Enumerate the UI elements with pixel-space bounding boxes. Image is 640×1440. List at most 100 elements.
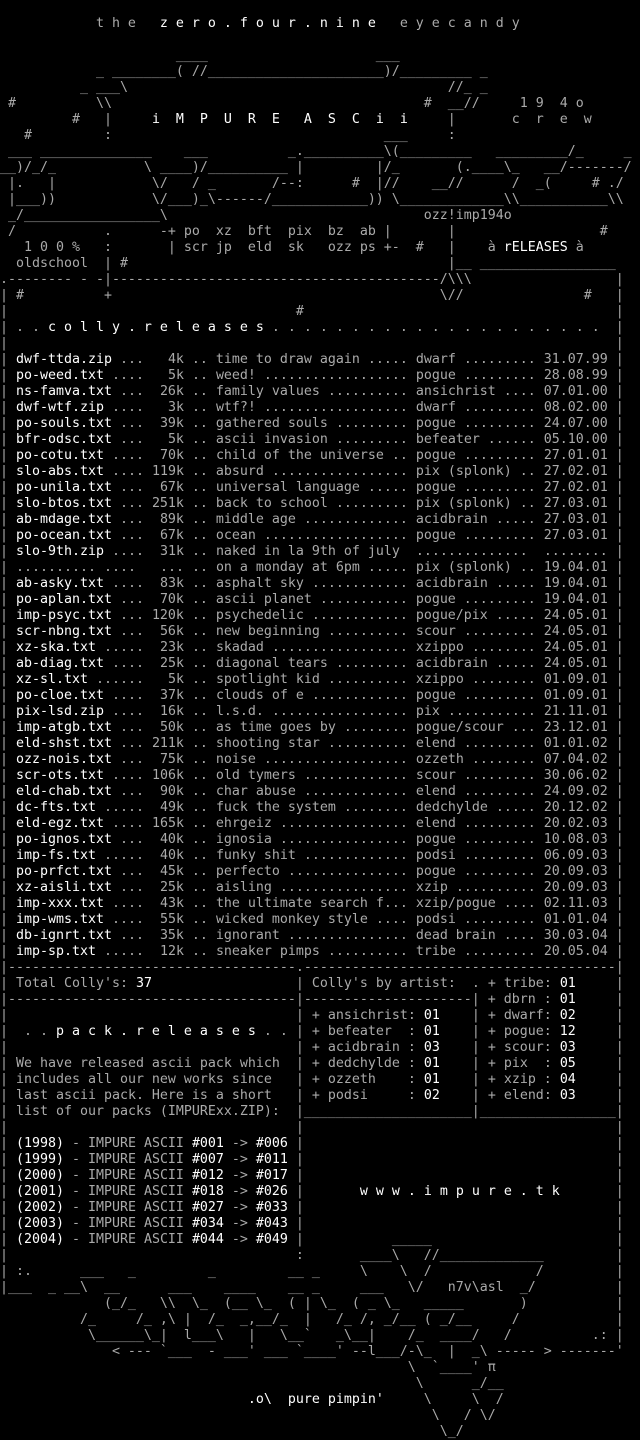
ascii-decoration: | [295, 1072, 312, 1087]
arrow: -> [231, 1232, 248, 1247]
ascii-decoration: .. [183, 720, 216, 735]
ascii-decoration: ..... [359, 352, 408, 367]
release-artist: xzippo [415, 672, 464, 687]
release-artist: podsi [415, 912, 456, 927]
ascii-decoration: ... [111, 384, 144, 399]
release-artist: acidbrain [415, 576, 488, 591]
release-artist: pix (splonk) [415, 464, 512, 479]
ascii-decoration: .......... [319, 672, 408, 687]
release-row: | pix-lsd.zip .... 16k .. l.s.d. .......… [0, 704, 640, 720]
release-size: 3k [167, 400, 184, 415]
pack-releases-heading: p a c k . r e l e a s e s [55, 1024, 256, 1039]
release-size: 70k [159, 592, 184, 607]
summary-line: | We have released ascii pack which | + … [0, 1056, 640, 1072]
ascii-decoration: ... [111, 480, 144, 495]
release-title: the ultimate search f... [215, 896, 408, 911]
pack-list-item: | (2002) - IMPURE ASCII #027 -> #033 | | [0, 1200, 640, 1216]
release-row: | slo-9th.zip .... 31k .. naked in la 9t… [0, 544, 640, 560]
release-file: pix-lsd.zip [16, 704, 104, 719]
ascii-decoration [536, 832, 544, 847]
footer-art-line: (_/_ \\ \_ (__ \_ ( | \_ ( _ \_ _____ ) … [0, 1296, 640, 1312]
ascii-decoration: .......... .... [16, 560, 136, 575]
ascii-decoration [536, 880, 544, 895]
release-file: po-unila.txt [16, 480, 112, 495]
pack-year: (2004) [16, 1232, 64, 1247]
release-file: dwf-wtf.zip [16, 400, 104, 415]
ascii-decoration [408, 608, 416, 623]
ascii-decoration: | [615, 1072, 624, 1087]
ascii-decoration [224, 1232, 232, 1247]
ascii-decoration [144, 896, 160, 911]
release-file: ab-mdage.txt [16, 512, 112, 527]
ascii-decoration: | [607, 624, 624, 639]
artist-name: acidbrain [327, 1040, 400, 1055]
art-text: | :. ___ _ _ __ _ \ \ / / | [0, 1264, 624, 1279]
ascii-decoration: .. [183, 480, 216, 495]
ascii-decoration: | [607, 480, 624, 495]
ascii-decoration: | [0, 560, 16, 575]
ascii-decoration: : [375, 1072, 424, 1087]
release-file: po-ocean.txt [16, 528, 112, 543]
release-row: | po-unila.txt ... 67k .. universal lang… [0, 480, 640, 496]
total-label: Total Colly's: [16, 976, 128, 991]
art-text: / . -+ po xz bft pix bz ab | | # [0, 224, 608, 239]
ascii-decoration [184, 1232, 192, 1247]
ascii-decoration [560, 1184, 616, 1199]
ascii-decoration [536, 928, 544, 943]
ascii-decoration: .. [383, 448, 408, 463]
release-file: po-ignos.txt [16, 832, 112, 847]
release-artist: pix (splonk) [415, 560, 512, 575]
release-artist: pogue/scour [415, 720, 504, 735]
ascii-decoration [408, 656, 416, 671]
ascii-decoration: | [607, 928, 624, 943]
ascii-decoration: | [0, 384, 16, 399]
ascii-decoration: | [471, 1024, 488, 1039]
ascii-decoration: ..... [95, 944, 144, 959]
summary-line: |------------------------------------|--… [0, 992, 640, 1008]
ascii-decoration: ... [111, 720, 144, 735]
ascii-decoration [408, 464, 416, 479]
pack-list-item: | (2003) - IMPURE ASCII #034 -> #043 | | [0, 1216, 640, 1232]
release-date: 02.11.03 [543, 896, 608, 911]
art-text: \ \ / [383, 1392, 504, 1407]
release-artist: pix (splonk) [415, 496, 512, 511]
pack-to: #011 [255, 1152, 288, 1167]
release-title: old tymers [215, 768, 296, 783]
art-highlight-text: rELEASES [503, 240, 568, 255]
ascii-decoration [248, 1152, 256, 1167]
header-art-line: # | i M P U R E A S C i i | c r e w [0, 112, 640, 128]
ascii-decoration: | [615, 1136, 624, 1151]
ascii-decoration [64, 1232, 72, 1247]
ascii-decoration: ... [111, 864, 144, 879]
release-date: 24.05.01 [543, 640, 608, 655]
ascii-decoration: .. [183, 704, 216, 719]
ascii-decoration: | [615, 1040, 624, 1055]
ascii-decoration: .. [183, 352, 216, 367]
release-size: 119k [151, 464, 184, 479]
release-title: skadad [215, 640, 264, 655]
ascii-decoration: ... [111, 832, 144, 847]
ascii-decoration [144, 832, 160, 847]
ascii-decoration [8, 1008, 296, 1023]
release-artist: dwarf [415, 400, 456, 415]
ascii-decoration: ..... [487, 576, 536, 591]
artist-count: 01 [423, 1056, 440, 1071]
ascii-decoration [8, 1056, 16, 1071]
release-title: absurd [215, 464, 264, 479]
ascii-decoration: .... [103, 704, 144, 719]
release-date: 01.01.04 [543, 912, 608, 927]
pack-intro-text: We have released ascii pack which [16, 1056, 280, 1071]
release-row: | ab-mdage.txt ... 89k .. middle age ...… [0, 512, 640, 528]
pack-year: (1999) [16, 1152, 64, 1167]
release-title: naked in la 9th of july [215, 544, 400, 559]
ascii-decoration [408, 592, 416, 607]
release-date: 24.05.01 [543, 608, 608, 623]
art-text: \______\_| l___\ | \__` _\__| /_ ____/ /… [0, 1328, 624, 1343]
release-row: | eld-shst.txt ... 211k .. shooting star… [0, 736, 640, 752]
footer-art-line: \_/ [0, 1424, 640, 1440]
release-file: ab-asky.txt [16, 576, 104, 591]
release-row: | po-prfct.txt ... 45k .. perfecto .....… [0, 864, 640, 880]
release-date: 21.11.01 [543, 704, 608, 719]
ascii-decoration [536, 688, 544, 703]
ascii-decoration: ......... [455, 528, 536, 543]
